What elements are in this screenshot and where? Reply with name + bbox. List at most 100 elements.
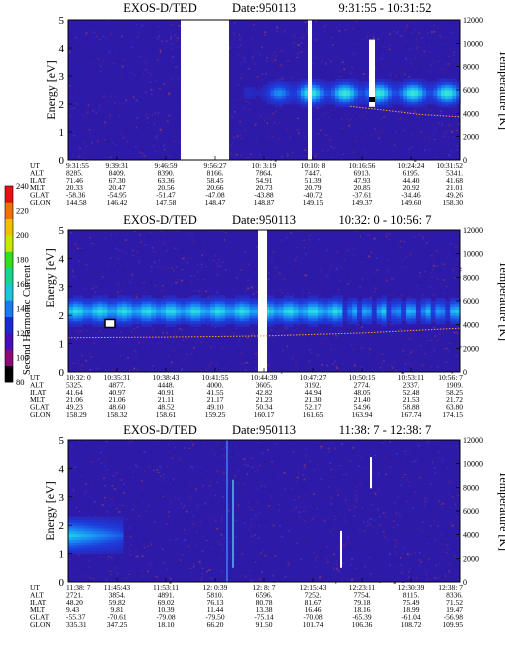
spectral-cell <box>95 525 99 529</box>
noise-speck <box>423 135 425 137</box>
noise-speck <box>295 506 297 509</box>
noise-speck <box>411 147 414 148</box>
noise-speck <box>405 256 407 258</box>
noise-speck <box>356 454 359 456</box>
ephemeris-value: 21.23 <box>256 395 273 404</box>
spectral-cell <box>322 306 329 310</box>
spectral-cell <box>146 318 152 322</box>
noise-speck <box>267 363 270 366</box>
spectral-cell <box>376 95 381 99</box>
noise-speck <box>185 328 188 331</box>
noise-speck <box>268 351 270 354</box>
spectral-cell <box>229 309 236 313</box>
spectral-cell <box>95 539 99 543</box>
spectral-cell <box>316 78 321 83</box>
spectral-cell <box>297 84 302 88</box>
spectral-cell <box>77 298 84 302</box>
noise-speck <box>169 337 172 339</box>
spectral-cell <box>361 84 366 88</box>
spectral-cell <box>316 98 321 102</box>
spectral-cell <box>289 87 294 91</box>
spectral-cell <box>342 303 348 308</box>
spectral-cell <box>371 315 378 319</box>
noise-speck <box>221 503 223 505</box>
spectral-cell <box>352 312 358 316</box>
noise-speck <box>217 281 220 283</box>
spectral-cell <box>342 318 348 322</box>
spectral-cell <box>190 306 196 310</box>
noise-speck <box>216 470 219 473</box>
y2-tick-label: 6000 <box>463 86 479 95</box>
noise-speck <box>396 542 399 544</box>
noise-speck <box>435 156 437 158</box>
spectral-cell <box>401 312 407 316</box>
spectral-cell <box>84 516 88 520</box>
noise-speck <box>233 554 235 556</box>
noise-speck <box>310 352 313 354</box>
noise-speck <box>301 51 303 53</box>
noise-speck <box>169 82 171 85</box>
ephemeris-row-label: ALT <box>30 380 44 389</box>
spectral-cell <box>180 318 187 322</box>
spectral-cell <box>82 298 89 302</box>
spectral-cell <box>239 312 245 316</box>
noise-speck <box>313 516 316 519</box>
noise-speck <box>205 232 208 235</box>
spectral-cell <box>109 525 113 529</box>
noise-speck <box>258 525 260 527</box>
noise-speck <box>395 553 398 555</box>
noise-speck <box>419 136 421 138</box>
noise-speck <box>318 109 320 111</box>
noise-speck <box>446 468 449 470</box>
noise-speck <box>240 83 242 84</box>
noise-speck <box>92 150 94 153</box>
spectral-cell <box>418 81 423 85</box>
spectral-cell <box>283 303 290 308</box>
spectral-cell <box>444 84 450 88</box>
spectral-cell <box>452 81 457 85</box>
noise-speck <box>256 52 259 54</box>
noise-speck <box>159 51 162 53</box>
ephemeris-value: 16.46 <box>305 605 322 614</box>
noise-speck <box>171 55 174 58</box>
noise-speck <box>104 465 105 468</box>
noise-speck <box>87 42 90 45</box>
spectral-cell <box>425 318 432 322</box>
spectral-cell <box>109 545 113 549</box>
spectral-cell <box>303 315 309 319</box>
spectral-cell <box>281 84 287 88</box>
noise-speck <box>197 290 199 292</box>
noise-speck <box>335 26 337 28</box>
noise-speck <box>224 446 226 448</box>
ut-tick-label: 10:53:11 <box>398 373 425 382</box>
noise-speck <box>114 231 116 234</box>
noise-speck <box>158 496 160 499</box>
spectral-cell <box>332 315 339 319</box>
noise-speck <box>454 246 458 248</box>
spectral-cell <box>180 315 187 319</box>
noise-speck <box>438 30 440 32</box>
spectral-cell <box>415 312 422 316</box>
spectral-cell <box>244 87 249 91</box>
noise-speck <box>446 551 448 553</box>
noise-speck <box>408 576 410 578</box>
noise-speck <box>81 114 84 117</box>
spectral-cell <box>418 101 423 105</box>
noise-speck <box>286 353 288 356</box>
noise-speck <box>311 510 313 513</box>
ephemeris-value: 4000. <box>207 380 224 389</box>
noise-speck <box>406 501 408 502</box>
noise-speck <box>326 546 329 548</box>
noise-speck <box>307 524 309 526</box>
spectral-cell <box>82 318 89 322</box>
noise-speck <box>210 479 212 482</box>
noise-speck <box>340 266 342 268</box>
ephemeris-value: 161.65 <box>303 410 324 419</box>
ephemeris-row-label: GLON <box>30 198 51 207</box>
noise-speck <box>175 131 177 134</box>
noise-speck <box>264 31 267 34</box>
noise-speck <box>86 329 89 332</box>
spectral-cell <box>72 303 79 308</box>
noise-speck <box>225 246 227 249</box>
noise-speck <box>266 294 269 295</box>
